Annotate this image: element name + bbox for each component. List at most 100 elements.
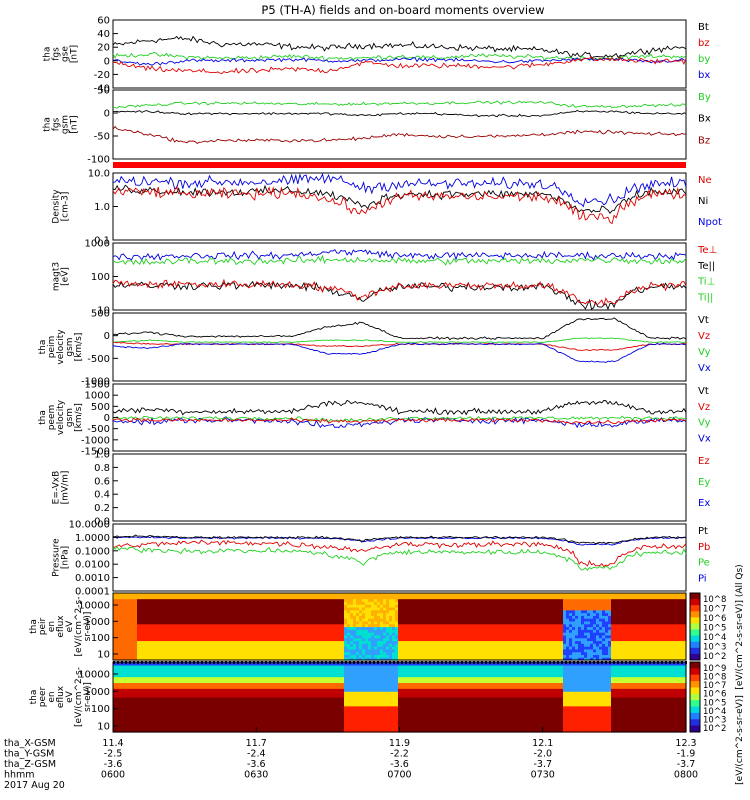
spectrogram-cell xyxy=(494,651,498,656)
spectrogram-cell xyxy=(203,609,207,614)
spectrogram-cell xyxy=(341,593,345,597)
spectrogram-cell xyxy=(203,626,207,630)
spectrogram-cell xyxy=(656,609,660,614)
spectrogram-cell xyxy=(170,626,174,630)
spectrogram-cell xyxy=(476,640,480,644)
spectrogram-cell xyxy=(479,643,483,647)
spectrogram-cell xyxy=(530,618,534,622)
spectrogram-cell xyxy=(542,626,546,630)
spectrogram-cell xyxy=(356,640,360,644)
spectrogram-cell xyxy=(170,657,174,661)
spectrogram-cell xyxy=(326,609,330,614)
spectrogram-cell xyxy=(452,612,456,616)
spectrogram-cell xyxy=(437,629,441,633)
spectrogram-cell xyxy=(428,626,432,630)
spectrogram-cell xyxy=(368,626,372,630)
spectrogram-cell xyxy=(626,612,630,616)
spectrogram-cell xyxy=(563,618,567,622)
spectrogram-cell xyxy=(131,595,135,600)
spectrogram-cell xyxy=(575,595,579,600)
spectrogram-cell xyxy=(488,601,492,605)
spectrogram-cell xyxy=(323,637,327,642)
spectrogram-cell xyxy=(533,615,537,619)
spectrogram-cell xyxy=(407,634,411,639)
spectrogram-cell xyxy=(524,606,528,611)
spectrogram-cell xyxy=(509,646,513,650)
spectrogram-cell xyxy=(401,620,405,625)
spectrogram-cell xyxy=(113,626,117,630)
spectrogram-cell xyxy=(611,623,615,628)
spectrogram-cell xyxy=(653,609,657,614)
spectrogram-cell xyxy=(260,620,264,625)
spectrogram-cell xyxy=(125,679,129,684)
spectrogram-cell xyxy=(632,657,636,661)
spectrogram-cell xyxy=(338,626,342,630)
spectrogram-cell xyxy=(575,646,579,650)
spectrogram-cell xyxy=(119,720,123,724)
spectrogram-cell xyxy=(188,634,192,639)
spectrogram-cell xyxy=(527,606,531,611)
spectrogram-cell xyxy=(338,623,342,628)
spectrogram-cell xyxy=(329,646,333,650)
spectrogram-cell xyxy=(122,643,126,647)
spectrogram-cell xyxy=(386,657,390,661)
spectrogram-cell xyxy=(458,615,462,619)
spectrogram-cell xyxy=(611,654,615,658)
spectrogram-cell xyxy=(320,634,324,639)
spectrogram-cell xyxy=(335,651,339,656)
spectrogram-cell xyxy=(659,595,663,600)
spectrogram-cell xyxy=(617,604,621,608)
spectrogram-cell xyxy=(674,643,678,647)
spectrogram-cell xyxy=(383,629,387,633)
spectrogram-cell xyxy=(617,606,621,611)
spectrogram-cell xyxy=(395,634,399,639)
spectrogram-cell xyxy=(416,623,420,628)
spectrogram-cell xyxy=(497,637,501,642)
spectrogram-cell xyxy=(140,726,144,730)
spectrogram-cell xyxy=(206,601,210,605)
spectrogram-cell xyxy=(116,720,120,724)
spectrogram-cell xyxy=(581,593,585,597)
spectrogram-cell xyxy=(506,657,510,661)
spectrogram-cell xyxy=(617,632,621,636)
spectrogram-cell xyxy=(587,618,591,622)
spectrogram-cell xyxy=(395,651,399,656)
spectrogram-cell xyxy=(446,637,450,642)
spectrogram-cell xyxy=(344,604,348,608)
spectrogram-cell xyxy=(629,643,633,647)
spectrogram-cell xyxy=(542,595,546,600)
spectrogram-cell xyxy=(470,615,474,619)
spectrogram-cell xyxy=(431,640,435,644)
spectrogram-cell xyxy=(257,615,261,619)
spectrogram-cell xyxy=(233,643,237,647)
spectrogram-cell xyxy=(650,598,654,602)
spectrogram-cell xyxy=(377,598,381,602)
spectrogram-cell xyxy=(578,606,582,611)
spectrogram-cell xyxy=(653,646,657,650)
spectrogram-cell xyxy=(497,604,501,608)
spectrogram-cell xyxy=(320,623,324,628)
y-axis-label: [nT] xyxy=(70,45,80,63)
spectrogram-cell xyxy=(296,618,300,622)
spectrogram-cell xyxy=(155,593,159,597)
spectrogram-cell xyxy=(170,632,174,636)
spectrogram-cell xyxy=(653,637,657,642)
spectrogram-cell xyxy=(515,648,519,653)
spectrogram-cell xyxy=(125,634,129,639)
spectrogram-cell xyxy=(485,609,489,614)
spectrogram-cell xyxy=(287,606,291,611)
spectrogram-cell xyxy=(344,643,348,647)
spectrogram-cell xyxy=(587,646,591,650)
spectrogram-cell xyxy=(233,618,237,622)
spectrogram-cell xyxy=(563,609,567,614)
spectrogram-cell xyxy=(143,593,147,597)
spectrogram-cell xyxy=(488,651,492,656)
spectrogram-cell xyxy=(368,620,372,625)
spectrogram-cell xyxy=(602,593,606,597)
spectrogram-cell xyxy=(344,637,348,642)
spectrogram-cell xyxy=(548,618,552,622)
spectrogram-cell xyxy=(581,623,585,628)
spectrogram-cell xyxy=(134,667,138,672)
spectrogram-cell xyxy=(320,632,324,636)
legend-entry: Pi xyxy=(698,573,707,584)
